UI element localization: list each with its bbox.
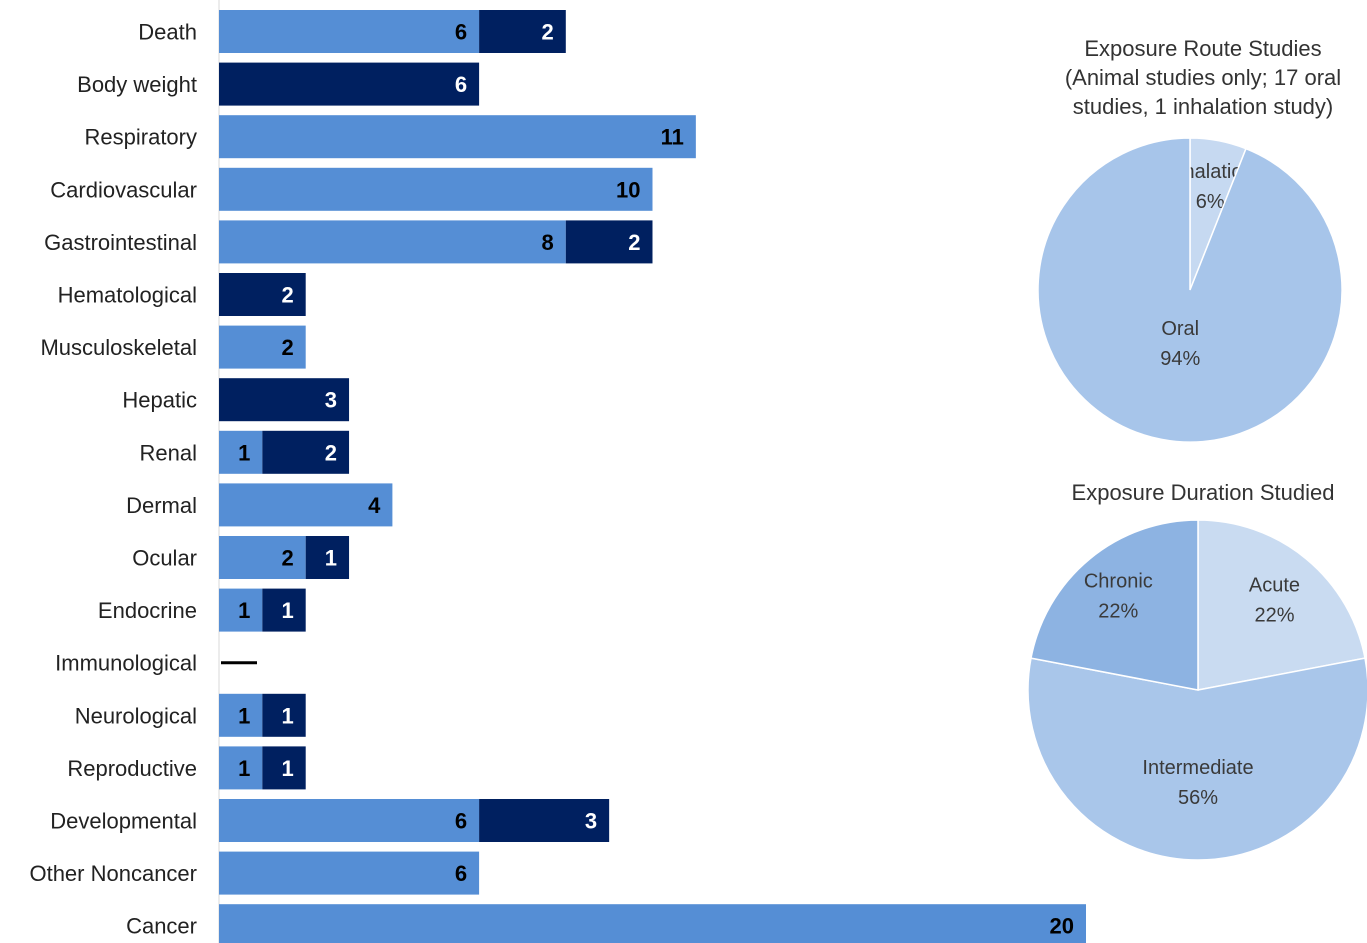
- bar-death-series-1: [219, 10, 480, 53]
- bar-other-noncancer-series-1: [219, 851, 480, 895]
- pie-label-oral: Oral: [1161, 318, 1199, 340]
- category-label-developmental: Developmental: [50, 809, 197, 834]
- pie-percent-oral: 94%: [1160, 348, 1200, 370]
- data-label-renal-series-2: 2: [325, 440, 337, 465]
- pie-percent-chronic: 22%: [1098, 601, 1138, 623]
- bar-gastrointestinal-series-1: [219, 220, 566, 264]
- data-label-respiratory-series-1: 11: [661, 125, 684, 150]
- category-label-gastrointestinal: Gastrointestinal: [44, 230, 197, 255]
- pie-percent-inhalation: 6%: [1196, 191, 1225, 213]
- bar-death-series-2: [479, 10, 566, 53]
- pie-duration-title: Exposure Duration Studied: [1072, 480, 1335, 505]
- bar-ocular-series-2: [305, 536, 350, 579]
- category-label-musculoskeletal: Musculoskeletal: [40, 335, 197, 360]
- pie-route-subtitle-line-2: studies, 1 inhalation study): [1073, 94, 1334, 119]
- category-label-immunological: Immunological: [55, 651, 197, 676]
- pie-route-title: Exposure Route Studies: [1084, 36, 1321, 61]
- bar-endocrine-series-2: [262, 588, 306, 632]
- category-label-hematological: Hematological: [58, 283, 197, 308]
- bar-endocrine-series-1: [219, 588, 263, 632]
- pie-slice-intermediate: [1027, 657, 1367, 861]
- data-label-developmental-series-1: 6: [455, 809, 467, 834]
- data-label-renal-series-1: 1: [238, 440, 250, 465]
- category-label-death: Death: [138, 20, 197, 45]
- data-label-dermal-series-1: 4: [368, 493, 381, 518]
- category-label-renal: Renal: [140, 440, 197, 465]
- bar-cancer-series-1: [219, 904, 1086, 943]
- bar-reproductive-series-1: [219, 746, 263, 790]
- category-label-ocular: Ocular: [132, 546, 197, 571]
- category-label-dermal: Dermal: [126, 493, 197, 518]
- pie-label-chronic: Chronic: [1084, 571, 1153, 593]
- pie-label-intermediate: Intermediate: [1142, 757, 1253, 779]
- bar-dermal-series-1: [219, 483, 393, 527]
- pie-chart-exposure-route: Exposure Route Studies (Animal studies on…: [1037, 36, 1343, 443]
- pie-slice-oral: [1037, 137, 1343, 443]
- data-label-cardiovascular-series-1: 10: [616, 177, 640, 202]
- bar-neurological-series-2: [262, 693, 306, 737]
- category-label-cardiovascular: Cardiovascular: [50, 177, 197, 202]
- bar-hematological-series-2: [219, 273, 306, 316]
- category-label-hepatic: Hepatic: [122, 388, 197, 413]
- data-label-cancer-series-1: 20: [1050, 914, 1074, 939]
- bar-renal-series-2: [262, 430, 350, 474]
- pie-percent-intermediate: 56%: [1178, 787, 1218, 809]
- pie-label-acute: Acute: [1249, 575, 1300, 597]
- bar-gastrointestinal-series-2: [565, 220, 653, 264]
- pie-chart-exposure-duration: Exposure Duration Studied Acute 22% Interme…: [1027, 480, 1367, 861]
- data-label-hematological-series-2: 2: [281, 283, 293, 308]
- category-label-reproductive: Reproductive: [67, 756, 197, 781]
- data-label-endocrine-series-1: 1: [238, 598, 250, 623]
- bar-musculoskeletal-series-1: [219, 325, 306, 369]
- category-label-endocrine: Endocrine: [98, 598, 197, 623]
- data-label-death-series-1: 6: [455, 20, 467, 45]
- category-label-other-noncancer: Other Noncancer: [29, 861, 197, 886]
- bar-developmental-series-1: [219, 799, 480, 842]
- data-label-neurological-series-2: 1: [281, 703, 293, 728]
- bar-developmental-series-2: [479, 799, 610, 842]
- bar-hepatic-series-2: [219, 378, 350, 422]
- data-label-reproductive-series-1: 1: [238, 756, 250, 781]
- bar-ocular-series-1: [219, 536, 306, 579]
- bar-renal-series-1: [219, 430, 263, 474]
- bar-cardiovascular-series-1: [219, 167, 653, 211]
- pie-slice-chronic: [1030, 519, 1199, 691]
- category-label-respiratory: Respiratory: [85, 125, 197, 150]
- pie-slice-acute: [1197, 519, 1366, 691]
- pie-route-subtitle-line-1: (Animal studies only; 17 oral: [1065, 65, 1341, 90]
- data-label-neurological-series-1: 1: [238, 703, 250, 728]
- bar-reproductive-series-2: [262, 746, 306, 790]
- data-label-gastrointestinal-series-2: 2: [628, 230, 640, 255]
- data-label-gastrointestinal-series-1: 8: [542, 230, 554, 255]
- category-label-cancer: Cancer: [126, 914, 197, 939]
- pie-percent-acute: 22%: [1254, 605, 1294, 627]
- data-label-death-series-2: 2: [542, 20, 554, 45]
- bar-body-weight-series-2: [219, 62, 480, 106]
- category-label-neurological: Neurological: [75, 703, 197, 728]
- bar-respiratory-series-1: [219, 115, 696, 159]
- data-label-endocrine-series-2: 1: [281, 598, 293, 623]
- data-label-ocular-series-1: 2: [281, 546, 293, 571]
- category-label-body-weight: Body weight: [77, 72, 197, 97]
- data-label-hepatic-series-2: 3: [325, 388, 337, 413]
- data-label-ocular-series-2: 1: [325, 546, 337, 571]
- data-label-reproductive-series-2: 1: [281, 756, 293, 781]
- bar-neurological-series-1: [219, 693, 263, 737]
- data-label-body-weight-series-2: 6: [455, 72, 467, 97]
- data-label-other-noncancer-series-1: 6: [455, 861, 467, 886]
- data-label-musculoskeletal-series-1: 2: [281, 335, 293, 360]
- data-label-developmental-series-2: 3: [585, 809, 597, 834]
